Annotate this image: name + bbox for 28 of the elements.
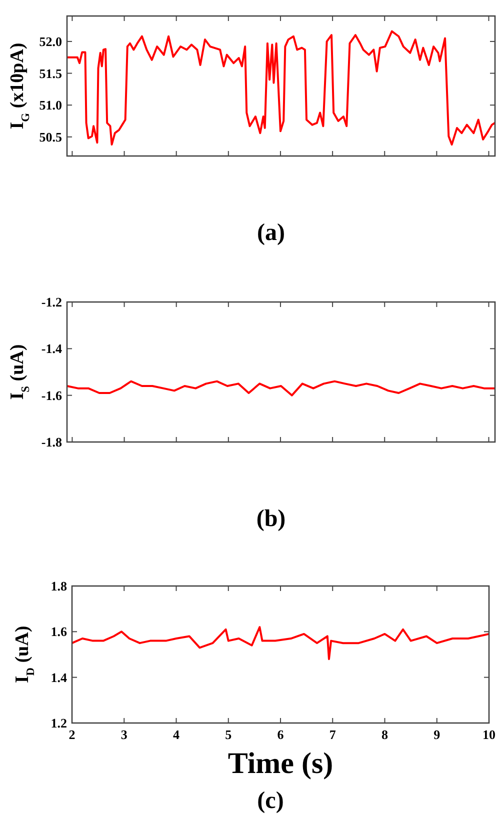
line-series: [71, 626, 490, 660]
x-tick-label: 8: [382, 727, 388, 742]
text: (b): [256, 506, 286, 532]
x-tick-label: 9: [434, 727, 441, 742]
x-axis-title: Time (s): [228, 747, 334, 780]
x-tick-label: 7: [329, 727, 336, 742]
y-tick-label: 51.5: [39, 66, 62, 81]
y-tick-label: 50.5: [39, 129, 62, 144]
y-tick-label: -1.2: [41, 294, 62, 310]
x-tick-label: 6: [277, 727, 284, 742]
text: (c): [257, 788, 284, 814]
y-tick-label: 1.4: [50, 670, 68, 685]
y-tick-label: -1.6: [41, 388, 62, 403]
x-tick-label: 5: [225, 727, 232, 742]
y-tick-label: -1.8: [41, 434, 62, 450]
x-tick-label: 4: [173, 727, 180, 742]
y-tick-label: 51.0: [39, 98, 62, 113]
y-tick-label: 52.0: [39, 34, 62, 50]
x-tick-label: 2: [68, 727, 76, 742]
y-tick-label: -1.4: [41, 341, 62, 356]
y-tick-label: 1.6: [50, 624, 68, 640]
line-series: [66, 30, 496, 146]
y-tick-label: 1.2: [50, 716, 67, 731]
y-tick-label: 1.8: [50, 578, 68, 594]
text: (a): [257, 220, 285, 246]
line-series: [66, 380, 496, 396]
x-tick-label: 10: [482, 727, 496, 742]
x-tick-label: 3: [120, 727, 128, 742]
